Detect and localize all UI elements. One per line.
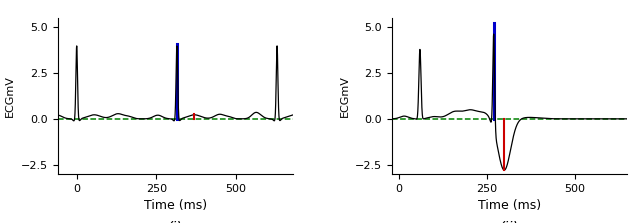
Text: (i): (i): [167, 221, 184, 223]
Y-axis label: ECGmV: ECGmV: [5, 75, 15, 117]
Text: (ii): (ii): [499, 221, 520, 223]
Y-axis label: ECGmV: ECGmV: [339, 75, 349, 117]
X-axis label: Time (ms): Time (ms): [478, 199, 541, 212]
X-axis label: Time (ms): Time (ms): [144, 199, 207, 212]
